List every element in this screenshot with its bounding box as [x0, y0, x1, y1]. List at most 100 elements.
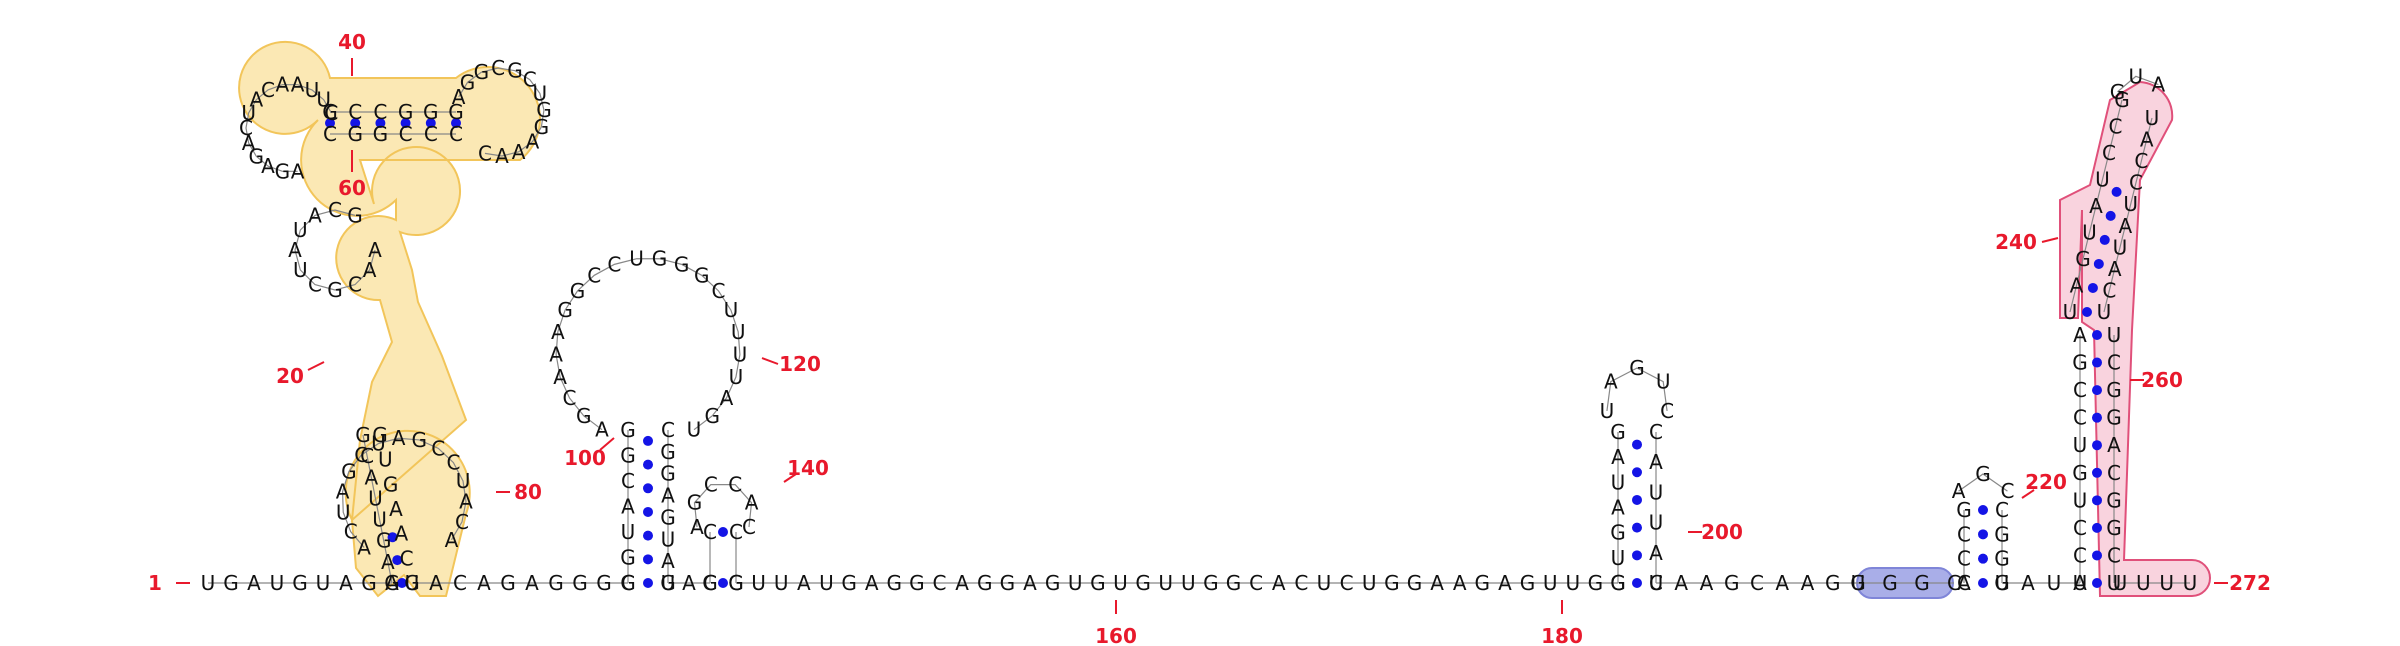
nucleotide-244: C: [449, 122, 463, 146]
backbone-segment: [294, 209, 376, 291]
nucleotide-180: G: [2072, 351, 2088, 375]
position-label-272: 272: [2229, 571, 2271, 595]
nucleotide-83: A: [745, 491, 759, 515]
nucleotide-203: A: [2108, 257, 2122, 281]
nucleotide-63: G: [694, 263, 710, 287]
nucleotide-181: A: [2073, 323, 2087, 347]
nucleotide-102: U: [1113, 571, 1128, 595]
nucleotide-230: A: [459, 490, 473, 514]
nucleotide-18: G: [404, 571, 420, 595]
backbone-lines: [208, 67, 2190, 584]
nucleotide-158: C: [1957, 547, 1971, 571]
nucleotide-247: A: [261, 154, 275, 178]
base-pair-dot: [643, 506, 653, 517]
nucleotide-25: U: [405, 571, 420, 595]
position-label-200: 200: [1701, 520, 1743, 544]
nucleotide-239: C: [323, 122, 337, 146]
base-pair-dot: [643, 459, 653, 470]
backbone-segment: [458, 67, 545, 157]
nucleotide-194: G: [2075, 247, 2091, 271]
position-tick: [2041, 237, 2059, 243]
nucleotide-231: C: [455, 510, 469, 534]
nucleotide-282: G: [347, 203, 363, 227]
nucleotide-40: G: [620, 444, 636, 468]
nucleotide-61: G: [652, 247, 668, 271]
nucleotide-45: G: [660, 505, 676, 529]
nucleotide-236: G: [398, 100, 414, 124]
nucleotide-262: C: [491, 56, 505, 80]
nucleotide-68: U: [729, 365, 744, 389]
position-tick: [599, 437, 615, 451]
nucleotide-88: A: [797, 571, 811, 595]
nucleotide-30: A: [525, 571, 539, 595]
nucleotide-197: U: [2095, 168, 2110, 192]
nucleotide-43: A: [661, 549, 675, 573]
nucleotide-105: U: [1181, 571, 1196, 595]
nucleotide-4: U: [270, 571, 285, 595]
position-tick: [761, 357, 779, 365]
nucleotide-272: A: [368, 238, 382, 262]
nucleotide-251: U: [241, 101, 256, 125]
nucleotide-268: A: [526, 130, 540, 154]
backbone-segment: [693, 483, 753, 528]
nucleotide-79: A: [690, 515, 704, 539]
nucleotide-189: G: [2106, 378, 2122, 402]
base-pair-dots: [325, 118, 2122, 588]
base-pair-dot: [1978, 529, 1988, 540]
nucleotide-174: C: [2073, 516, 2087, 540]
nucleotide-256: U: [305, 78, 320, 102]
nucleotide-154: G: [1914, 571, 1930, 595]
nucleotide-125: G: [1610, 571, 1626, 595]
nucleotide-229: U: [456, 469, 471, 493]
nucleotide-216: U: [2159, 571, 2174, 595]
nucleotide-193: A: [2070, 274, 2084, 298]
nucleotide-202: C: [2102, 278, 2116, 302]
nucleotide-221: A: [336, 480, 350, 504]
position-tick: [307, 361, 325, 371]
nucleotide-110: C: [1294, 571, 1308, 595]
base-pair-dot: [643, 530, 653, 541]
nucleotide-255: A: [291, 73, 305, 97]
nucleotide-228: C: [446, 451, 460, 475]
nucleotide-207: C: [2129, 171, 2143, 195]
nucleotide-54: A: [549, 343, 563, 367]
base-pair-dot: [643, 578, 653, 588]
nucleotide-94: C: [933, 571, 947, 595]
nucleotide-124: G: [1610, 571, 1626, 595]
base-pair-dot: [718, 527, 728, 537]
nucleotide-103: G: [1135, 571, 1151, 595]
position-label-240: 240: [1995, 230, 2037, 254]
position-label-140: 140: [787, 456, 829, 480]
nucleotide-16: C: [360, 444, 374, 468]
nucleotide-254: A: [276, 73, 290, 97]
nucleotide-209: A: [2140, 128, 2154, 152]
nucleotide-263: G: [507, 59, 523, 83]
nucleotide-245: A: [291, 159, 305, 183]
nucleotide-64: C: [711, 279, 725, 303]
base-pair-dot: [2092, 467, 2102, 478]
nucleotide-76: C: [703, 520, 717, 544]
nucleotide-9: A: [385, 571, 399, 595]
nucleotide-29: G: [500, 571, 516, 595]
nucleotide-242: C: [399, 122, 413, 146]
base-pair-dot: [1632, 439, 1642, 450]
nucleotide-223: C: [354, 443, 368, 467]
nucleotide-14: U: [368, 486, 383, 510]
nucleotide-211: G: [2110, 80, 2126, 104]
position-label-100: 100: [564, 446, 606, 470]
nucleotide-51: G: [576, 404, 592, 428]
nucleotide-69: A: [720, 386, 734, 410]
nucleotide-120: G: [1520, 571, 1536, 595]
nucleotide-233: G: [322, 100, 338, 124]
nucleotide-198: C: [2102, 141, 2116, 165]
base-pair-dot: [2111, 186, 2122, 197]
nucleotide-150: G: [1825, 571, 1841, 595]
base-pair-dot: [325, 118, 335, 128]
base-pair-dot: [1632, 494, 1642, 505]
base-pair-dot: [350, 118, 361, 128]
nucleotide-161: G: [1994, 571, 2010, 595]
nucleotide-17: G: [355, 423, 371, 447]
nucleotide-72: G: [660, 571, 676, 595]
nucleotide-169: A: [2021, 571, 2035, 595]
position-label-80: 80: [514, 480, 542, 504]
